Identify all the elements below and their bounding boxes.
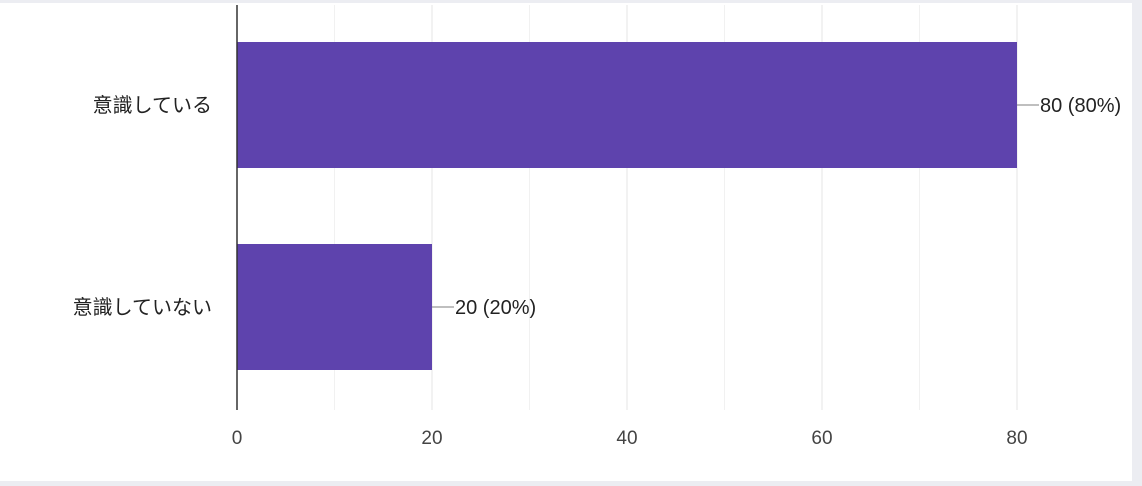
category-label: 意識していない (73, 296, 212, 319)
x-tick-label: 20 (421, 428, 442, 449)
x-tick-label: 0 (232, 428, 243, 449)
bar-1[interactable] (237, 42, 1017, 168)
bar-2[interactable] (237, 244, 432, 370)
x-tick-label: 60 (811, 428, 832, 449)
data-label: 80 (80%) (1040, 95, 1121, 117)
axes: 0 20 40 60 80 (232, 5, 1028, 449)
bars (237, 42, 1017, 370)
labels: 80 (80%) 意識している 20 (20%) 意識していない (73, 94, 1122, 319)
x-tick-label: 40 (616, 428, 637, 449)
x-tick-label: 80 (1006, 428, 1027, 449)
category-label: 意識している (93, 94, 212, 117)
data-label: 20 (20%) (455, 297, 536, 319)
